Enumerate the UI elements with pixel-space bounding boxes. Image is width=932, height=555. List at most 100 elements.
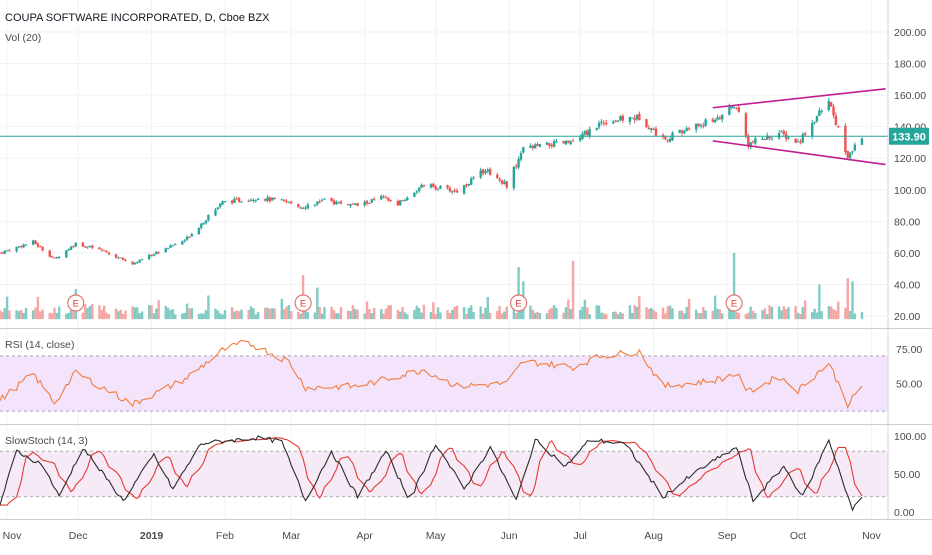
volume-bar — [600, 312, 603, 320]
candle — [578, 137, 582, 141]
volume-bar — [363, 313, 366, 320]
volume-bar — [91, 304, 94, 320]
volume-bar — [687, 298, 691, 320]
volume-bar — [538, 313, 542, 320]
volume-bar — [621, 313, 624, 320]
volume-bar — [472, 312, 475, 320]
candle — [88, 245, 92, 247]
candle — [567, 140, 570, 143]
candle — [446, 185, 449, 188]
volume-bar — [811, 312, 814, 320]
candle — [299, 207, 302, 209]
candle — [749, 142, 752, 148]
volume-legend[interactable]: Vol (20) — [5, 32, 41, 44]
volume-bar — [612, 311, 615, 320]
price-tick-label: 60.00 — [894, 248, 920, 260]
stoch-tick-label: 50.00 — [894, 469, 920, 481]
candle — [136, 262, 139, 264]
rsi-legend[interactable]: RSI (14, close) — [5, 339, 74, 351]
time-tick-label: Aug — [644, 530, 663, 542]
candle — [24, 244, 28, 246]
candle — [0, 252, 2, 254]
volume-bar — [349, 311, 352, 320]
candle — [621, 115, 624, 121]
candle — [174, 243, 177, 246]
volume-bar — [282, 309, 286, 320]
volume-bar — [846, 278, 849, 320]
candle — [470, 178, 473, 185]
volume-bar — [801, 307, 804, 320]
volume-bar — [763, 308, 767, 320]
volume-bar — [545, 313, 549, 320]
candle — [811, 122, 814, 137]
candle — [332, 200, 336, 204]
candle — [273, 198, 276, 200]
candle — [396, 201, 400, 206]
candle — [439, 186, 442, 189]
candle — [702, 125, 705, 127]
volume-bar — [853, 313, 857, 320]
candle — [188, 237, 191, 239]
stoch-legend[interactable]: SlowStoch (14, 3) — [5, 435, 88, 447]
volume-bar — [237, 311, 241, 320]
volume-bar — [370, 313, 373, 320]
candle — [766, 135, 769, 140]
volume-bar — [356, 309, 359, 320]
candle — [230, 200, 234, 204]
candle — [389, 199, 392, 201]
candle — [647, 127, 651, 130]
volume-bar — [851, 281, 854, 320]
candle — [290, 201, 293, 204]
volume-bar — [635, 306, 639, 320]
volume-bar — [751, 310, 755, 320]
candle — [41, 247, 44, 251]
candle — [481, 169, 485, 174]
candle — [207, 215, 210, 221]
volume-bar — [815, 312, 819, 320]
candle — [318, 201, 321, 203]
candle — [668, 138, 672, 142]
candle — [652, 128, 655, 130]
volume-bar — [664, 313, 667, 320]
volume-bar — [595, 305, 598, 320]
candle — [304, 207, 307, 209]
candle — [354, 203, 357, 205]
volume-bar — [124, 310, 127, 320]
volume-bar — [652, 309, 655, 320]
volume-bar — [166, 307, 170, 320]
candle — [157, 252, 160, 254]
time-tick-label: Nov — [3, 530, 22, 542]
chart-title[interactable]: COUPA SOFTWARE INCORPORATED, D, Cboe BZX — [5, 12, 270, 24]
candle — [415, 191, 418, 193]
volume-bar — [197, 313, 201, 320]
candle — [22, 244, 25, 248]
candle — [846, 151, 849, 158]
volume-bar — [152, 313, 156, 320]
grid-lines — [0, 0, 888, 519]
candle — [190, 233, 194, 237]
volume-bar — [794, 306, 797, 320]
candle — [453, 190, 456, 192]
volume-bar — [98, 305, 101, 320]
candle — [633, 118, 636, 120]
volume-bar — [323, 306, 326, 320]
volume-bar — [766, 314, 769, 320]
volume-bar — [597, 305, 601, 320]
volume-bar — [420, 312, 423, 320]
volume-bar — [517, 267, 520, 320]
volume-bar — [803, 300, 807, 320]
candle — [536, 144, 539, 146]
stoch-tick-label: 0.00 — [894, 507, 915, 519]
volume-bar — [117, 311, 120, 320]
candle — [704, 119, 707, 126]
candle — [728, 107, 731, 115]
candle — [69, 246, 73, 250]
candle — [356, 203, 359, 206]
rsi-tick-label: 50.00 — [896, 378, 922, 390]
volume-bar — [65, 313, 68, 320]
volume-bar — [271, 308, 274, 320]
candle — [488, 169, 492, 175]
volume-bar — [221, 314, 224, 320]
